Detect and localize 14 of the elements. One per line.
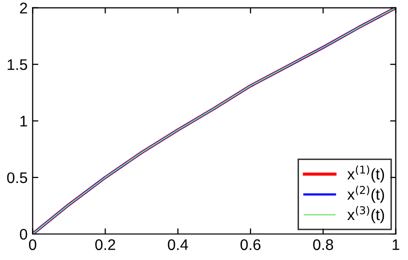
x-tick-label: 0.2 bbox=[95, 239, 116, 250]
x-tick-label: 0.4 bbox=[168, 239, 188, 250]
y-tick-label: 1 bbox=[20, 116, 28, 126]
legend-label: x$^{(2)}$(t) bbox=[347, 186, 384, 203]
x-tick-label: 0.8 bbox=[313, 239, 334, 250]
y-tick-label: 0 bbox=[20, 228, 28, 240]
y-tick-label: 1.5 bbox=[8, 59, 28, 70]
x-tick-label: 0 bbox=[28, 239, 36, 250]
x-tick-label: 1 bbox=[392, 239, 400, 250]
legend-label: x$^{(3)}$(t) bbox=[347, 206, 384, 224]
x-tick-label: 0.6 bbox=[240, 239, 260, 250]
y-tick-label: 0.5 bbox=[7, 172, 28, 184]
legend-label: x$^{(1)}$(t) bbox=[347, 165, 384, 183]
y-tick-label: 2 bbox=[20, 2, 28, 14]
